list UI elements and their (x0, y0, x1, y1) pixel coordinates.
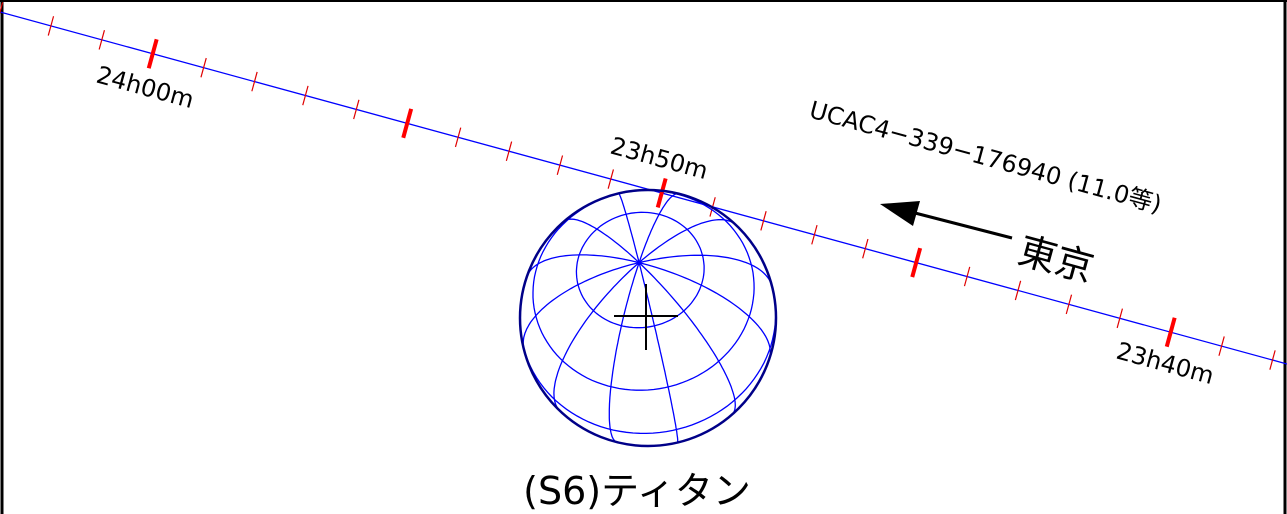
minor-tick (200, 57, 207, 78)
globe-grid (520, 190, 776, 444)
globe-meridian (553, 262, 640, 412)
minor-tick (963, 266, 971, 287)
minor-tick (1065, 294, 1073, 315)
major-tick (1164, 317, 1177, 348)
minor-tick (251, 71, 258, 92)
minor-tick (47, 16, 55, 36)
direction-label: 東京 (1014, 228, 1099, 290)
minor-tick (1218, 336, 1225, 356)
minor-tick (760, 211, 767, 231)
track-ticks (0, 2, 1276, 370)
star-label: UCAC4−339−176940 (11.0等) (806, 96, 1164, 219)
time-label-24h00m: 24h00m (93, 61, 197, 114)
minor-tick (302, 85, 309, 106)
major-tick (655, 177, 668, 208)
globe-outline (518, 188, 778, 448)
globe-meridian (526, 254, 640, 278)
globe-meridian (638, 219, 736, 264)
body-label: (S6)ティタン (523, 469, 751, 513)
globe-meridian (608, 262, 640, 443)
arrow-left-icon (880, 201, 1013, 240)
minor-tick (1116, 308, 1124, 329)
globe-meridian (522, 261, 640, 350)
minor-tick (454, 127, 462, 148)
star-track-line (0, 11, 1287, 365)
globe-meridian (638, 192, 679, 263)
globe-parallel (575, 211, 705, 329)
minor-tick (98, 30, 106, 50)
time-label-23h50m: 23h50m (607, 132, 711, 185)
minor-tick (1269, 350, 1276, 370)
globe-meridian (618, 192, 640, 263)
globe-meridian (638, 261, 771, 360)
major-tick (910, 247, 923, 278)
minor-tick (862, 238, 869, 259)
major-tick (401, 108, 414, 139)
crosshair-icon (614, 284, 678, 350)
globe-meridian (638, 262, 679, 444)
minor-tick (353, 99, 360, 120)
minor-tick (1014, 280, 1022, 301)
globe-meridian (563, 218, 640, 264)
minor-tick (556, 155, 564, 175)
minor-tick (607, 169, 615, 189)
minor-tick (0, 2, 4, 15)
planet-globe-icon (518, 188, 778, 448)
time-label-23h40m: 23h40m (1113, 337, 1217, 390)
globe-meridian (638, 254, 773, 287)
globe-meridian (638, 262, 736, 416)
minor-tick (505, 141, 513, 162)
minor-tick (811, 224, 818, 245)
major-tick (146, 38, 159, 69)
